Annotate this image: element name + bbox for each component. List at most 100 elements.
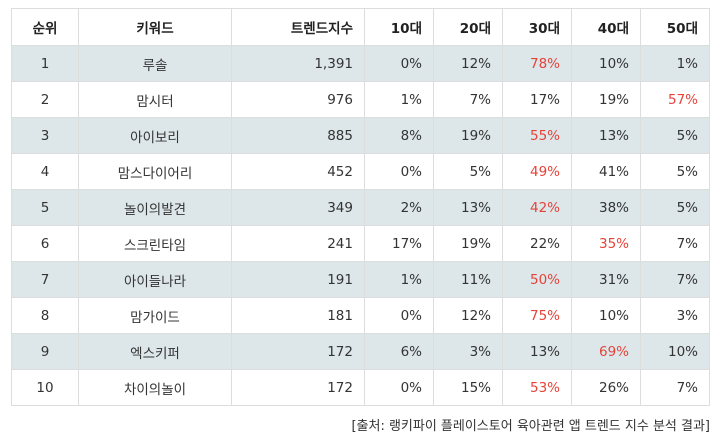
rank-cell: 6: [11, 225, 79, 262]
table-header-row: 순위 키워드 트렌드지수 10대 20대 30대 40대 50대: [11, 8, 710, 46]
age-10s-cell: 0%: [364, 153, 434, 190]
age-40s-cell: 35%: [571, 225, 641, 262]
trend-index-cell: 181: [231, 297, 365, 334]
trend-index-cell: 172: [231, 369, 365, 406]
age-50s-cell: 7%: [640, 225, 710, 262]
age-20s-cell: 15%: [433, 369, 503, 406]
age-30s-cell: 55%: [502, 117, 572, 154]
rank-cell: 9: [11, 333, 79, 370]
trend-index-cell: 452: [231, 153, 365, 190]
age-50s-cell: 5%: [640, 189, 710, 226]
rank-cell: 3: [11, 117, 79, 154]
keyword-cell: 아이들나라: [78, 261, 232, 298]
trend-index-cell: 976: [231, 81, 365, 118]
age-20s-cell: 7%: [433, 81, 503, 118]
age-30s-cell: 53%: [502, 369, 572, 406]
keyword-cell: 맘시터: [78, 81, 232, 118]
table-row: 8 맘가이드 181 0% 12% 75% 10% 3%: [11, 297, 710, 334]
age-20s-cell: 3%: [433, 333, 503, 370]
table-row: 6 스크린타임 241 17% 19% 22% 35% 7%: [11, 225, 710, 262]
age-10s-cell: 17%: [364, 225, 434, 262]
keyword-cell: 맘스다이어리: [78, 153, 232, 190]
age-20s-cell: 11%: [433, 261, 503, 298]
age-30s-cell: 75%: [502, 297, 572, 334]
age-50s-cell: 5%: [640, 117, 710, 154]
age-50s-cell: 3%: [640, 297, 710, 334]
age-40s-cell: 26%: [571, 369, 641, 406]
keyword-cell: 루솔: [78, 45, 232, 82]
age-30s-cell: 42%: [502, 189, 572, 226]
header-age-40s: 40대: [571, 8, 641, 46]
age-20s-cell: 19%: [433, 225, 503, 262]
trend-index-cell: 191: [231, 261, 365, 298]
header-age-20s: 20대: [433, 8, 503, 46]
keyword-cell: 맘가이드: [78, 297, 232, 334]
age-50s-cell: 10%: [640, 333, 710, 370]
trend-index-cell: 885: [231, 117, 365, 154]
age-10s-cell: 0%: [364, 369, 434, 406]
age-30s-cell: 49%: [502, 153, 572, 190]
table-row: 3 아이보리 885 8% 19% 55% 13% 5%: [11, 117, 710, 154]
table-row: 5 놀이의발견 349 2% 13% 42% 38% 5%: [11, 189, 710, 226]
keyword-cell: 아이보리: [78, 117, 232, 154]
trend-index-cell: 172: [231, 333, 365, 370]
age-20s-cell: 19%: [433, 117, 503, 154]
keyword-cell: 놀이의발견: [78, 189, 232, 226]
table-row: 1 루솔 1,391 0% 12% 78% 10% 1%: [11, 45, 710, 82]
keyword-cell: 엑스키퍼: [78, 333, 232, 370]
age-40s-cell: 13%: [571, 117, 641, 154]
rank-cell: 2: [11, 81, 79, 118]
header-age-10s: 10대: [364, 8, 434, 46]
rank-cell: 5: [11, 189, 79, 226]
header-age-30s: 30대: [502, 8, 572, 46]
age-10s-cell: 2%: [364, 189, 434, 226]
age-30s-cell: 17%: [502, 81, 572, 118]
age-40s-cell: 19%: [571, 81, 641, 118]
source-note: [출처: 랭키파이 플레이스토어 육아관련 앱 트렌드 지수 분석 결과]: [351, 419, 710, 434]
age-50s-cell: 1%: [640, 45, 710, 82]
app-trend-table: 순위 키워드 트렌드지수 10대 20대 30대 40대 50대 1 루솔 1,39…: [11, 8, 710, 406]
keyword-cell: 차이의놀이: [78, 369, 232, 406]
age-10s-cell: 0%: [364, 297, 434, 334]
age-20s-cell: 13%: [433, 189, 503, 226]
age-30s-cell: 22%: [502, 225, 572, 262]
rank-cell: 8: [11, 297, 79, 334]
age-10s-cell: 1%: [364, 261, 434, 298]
trend-index-cell: 241: [231, 225, 365, 262]
table-row: 4 맘스다이어리 452 0% 5% 49% 41% 5%: [11, 153, 710, 190]
age-40s-cell: 69%: [571, 333, 641, 370]
table-row: 7 아이들나라 191 1% 11% 50% 31% 7%: [11, 261, 710, 298]
age-30s-cell: 13%: [502, 333, 572, 370]
trend-index-cell: 349: [231, 189, 365, 226]
age-50s-cell: 7%: [640, 369, 710, 406]
age-30s-cell: 78%: [502, 45, 572, 82]
header-rank: 순위: [11, 8, 79, 46]
age-50s-cell: 7%: [640, 261, 710, 298]
age-30s-cell: 50%: [502, 261, 572, 298]
header-age-50s: 50대: [640, 8, 710, 46]
age-20s-cell: 5%: [433, 153, 503, 190]
age-10s-cell: 1%: [364, 81, 434, 118]
age-40s-cell: 31%: [571, 261, 641, 298]
header-trend-index: 트렌드지수: [231, 8, 365, 46]
age-50s-cell: 57%: [640, 81, 710, 118]
table-body: 1 루솔 1,391 0% 12% 78% 10% 1% 2 맘시터 976 1% 7% 17% 19% 57…: [11, 45, 710, 406]
rank-cell: 4: [11, 153, 79, 190]
header-keyword: 키워드: [78, 8, 232, 46]
age-10s-cell: 6%: [364, 333, 434, 370]
age-10s-cell: 8%: [364, 117, 434, 154]
rank-cell: 1: [11, 45, 79, 82]
age-50s-cell: 5%: [640, 153, 710, 190]
rank-cell: 10: [11, 369, 79, 406]
keyword-cell: 스크린타임: [78, 225, 232, 262]
rank-cell: 7: [11, 261, 79, 298]
trend-index-cell: 1,391: [231, 45, 365, 82]
age-20s-cell: 12%: [433, 297, 503, 334]
age-20s-cell: 12%: [433, 45, 503, 82]
age-40s-cell: 10%: [571, 45, 641, 82]
age-40s-cell: 41%: [571, 153, 641, 190]
table-row: 10 차이의놀이 172 0% 15% 53% 26% 7%: [11, 369, 710, 406]
table-row: 9 엑스키퍼 172 6% 3% 13% 69% 10%: [11, 333, 710, 370]
age-40s-cell: 38%: [571, 189, 641, 226]
